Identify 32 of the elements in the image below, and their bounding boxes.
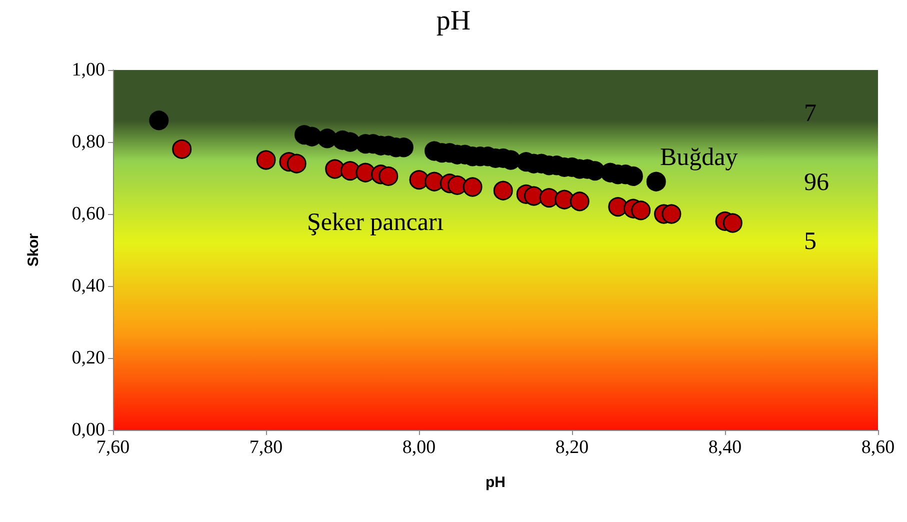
point: [631, 200, 651, 220]
annotation: 7: [804, 100, 816, 127]
x-tick-label: 8,20: [555, 437, 589, 458]
y-tick-label: 0,40: [72, 276, 105, 296]
series-label: Şeker pancarı: [307, 209, 444, 236]
point: [722, 213, 742, 233]
point: [286, 154, 306, 174]
point: [570, 192, 590, 212]
x-tick-label: 8,60: [861, 437, 895, 458]
point: [317, 128, 337, 148]
point: [340, 161, 360, 181]
annotation: 96: [804, 169, 829, 196]
x-tick-label: 8,40: [708, 437, 742, 458]
point: [646, 172, 666, 192]
y-tick-label: 0,60: [72, 204, 105, 224]
point: [149, 110, 169, 130]
chart-title: pH: [436, 6, 471, 36]
x-tick-label: 7,80: [249, 437, 283, 458]
point: [378, 166, 398, 186]
point: [493, 180, 513, 200]
point: [256, 150, 276, 170]
point: [172, 139, 192, 159]
point: [462, 177, 482, 197]
x-axis-title: pH: [486, 474, 506, 491]
point: [662, 204, 682, 224]
y-axis-title: Skor: [25, 233, 42, 267]
y-tick-label: 1,00: [72, 60, 105, 80]
y-tick-label: 0,20: [72, 348, 105, 368]
series-label: Buğday: [660, 144, 738, 171]
x-tick-label: 8,00: [402, 437, 436, 458]
y-tick-label: 0,80: [72, 132, 105, 152]
annotation: 5: [804, 228, 816, 255]
